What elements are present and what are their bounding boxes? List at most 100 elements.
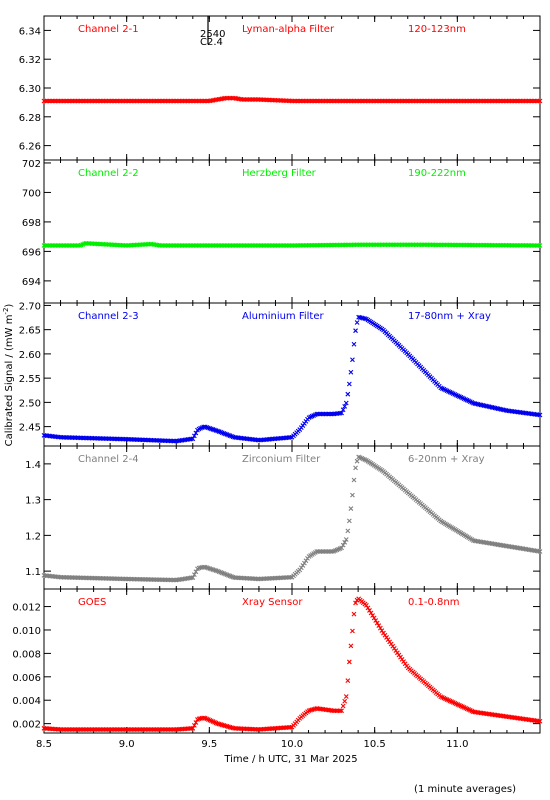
panel-label-2: Herzberg Filter [242, 168, 317, 179]
data-point [346, 518, 352, 524]
y-axis-label-close: ) [4, 304, 15, 308]
data-point [343, 694, 349, 699]
panel-label-2: Zirconium Filter [242, 454, 321, 465]
panel-frame [43, 445, 541, 590]
data-point [536, 243, 541, 248]
data-point [190, 725, 196, 731]
data-point [190, 575, 196, 580]
data-point [348, 506, 354, 511]
data-point [340, 703, 346, 709]
y-tick-label: 0.008 [12, 649, 41, 660]
y-tick-label: 2.55 [19, 374, 41, 385]
data-point [191, 572, 197, 578]
data-point [377, 625, 383, 631]
data-point [345, 391, 351, 397]
data-point [350, 492, 355, 498]
event-marker-number-2: C2.4 [200, 37, 223, 48]
series-markers [41, 314, 543, 444]
data-point [298, 565, 304, 571]
panel-1: 6.26 6.28 6.30 6.32 6.34 Channel 2-1 Lyman-alp… [19, 15, 543, 161]
y-tick-label: 698 [22, 218, 41, 229]
data-point [367, 608, 372, 613]
panel-label-3: 190-222nm [408, 168, 466, 179]
data-point [337, 708, 343, 714]
y-tick-label: 1.2 [25, 531, 41, 542]
data-point [339, 410, 344, 416]
data-point [340, 542, 346, 548]
y-tick-label: 2.70 [19, 301, 41, 312]
data-point [353, 600, 358, 606]
data-point [339, 708, 344, 714]
y-tick-label: 2.60 [19, 350, 41, 361]
y-tick-label: 6.34 [19, 26, 41, 37]
x-tick-label: 9.5 [201, 739, 217, 750]
data-point [340, 407, 346, 413]
data-point [351, 611, 357, 617]
panel-2: 694 696 698 700 702 Channel 2-2 Herzberg Filte… [22, 159, 543, 304]
y-tick-label: 1.3 [25, 496, 41, 507]
data-point [302, 560, 307, 566]
data-point [365, 605, 371, 611]
data-point [353, 465, 358, 471]
panel-label-2: Lyman-alpha Filter [242, 24, 335, 35]
x-tick-label: 10.0 [281, 739, 303, 750]
data-point [351, 477, 357, 483]
event-marker: 2540 C2.4 [200, 16, 225, 48]
panel-label-1: Channel 2-3 [78, 311, 139, 322]
footnote: (1 minute averages) [414, 784, 516, 795]
data-point [354, 458, 360, 464]
data-point [345, 528, 351, 534]
data-point [350, 628, 355, 634]
y-tick-label: 0.004 [12, 696, 41, 707]
data-point [371, 615, 377, 621]
x-tick-label: 11.0 [446, 739, 468, 750]
data-point [364, 603, 369, 608]
data-point [348, 369, 354, 375]
data-point [348, 643, 354, 649]
panels: 6.26 6.28 6.30 6.32 6.34 Channel 2-1 Lyman-alp… [12, 15, 543, 750]
data-point [537, 718, 543, 724]
y-tick-label: 2.50 [19, 398, 41, 409]
panel-frame [43, 588, 541, 734]
data-point [353, 328, 358, 334]
panel-label-1: GOES [78, 597, 106, 608]
panel-label-3: 17-80nm + Xray [408, 311, 491, 322]
panel-label-1: Channel 2-1 [78, 24, 139, 35]
y-axis-label-main: Calibrated Signal / (mW m [4, 315, 15, 447]
y-tick-label: 0.012 [12, 603, 41, 614]
y-tick-label: 2.45 [19, 423, 41, 434]
panel-label-1: Channel 2-4 [78, 454, 139, 465]
data-point [536, 548, 541, 554]
y-tick-label: 1.4 [25, 460, 41, 471]
y-tick-label: 0.006 [12, 673, 41, 684]
x-axis-label: Time / h UTC, 31 Mar 2025 [223, 754, 357, 765]
data-point [379, 628, 385, 634]
data-point [190, 436, 196, 442]
data-point [343, 537, 349, 542]
event-marker-number-1: 2540 [200, 29, 225, 40]
x-tick-label: 10.5 [364, 739, 386, 750]
data-point [370, 613, 375, 618]
panel-label-3: 0.1-0.8nm [408, 597, 460, 608]
y-tick-label: 0.010 [12, 626, 41, 637]
data-point [343, 400, 349, 406]
data-point [300, 563, 306, 568]
data-point [193, 430, 199, 436]
panel-5: 8.5 9.0 9.5 10.0 10.5 11.0 0.002 0.004 0.006 0.00… [12, 588, 543, 750]
panel-frame [43, 302, 541, 447]
data-point [288, 724, 293, 730]
y-tick-label: 6.32 [19, 55, 41, 66]
data-point [351, 341, 357, 347]
data-point [537, 549, 543, 554]
panel-frame [43, 159, 541, 304]
y-tick-label: 700 [22, 188, 41, 199]
panel-label-2: Aluminium Filter [242, 311, 325, 322]
data-point [537, 412, 543, 418]
data-point [373, 618, 379, 623]
panel-label-1: Channel 2-2 [78, 168, 139, 179]
data-point [536, 412, 541, 418]
series-markers [41, 596, 543, 732]
y-axis-label: Calibrated Signal / (mW m-2) [2, 304, 15, 447]
data-point [303, 558, 309, 564]
panel-label-2: Xray Sensor [242, 597, 303, 608]
